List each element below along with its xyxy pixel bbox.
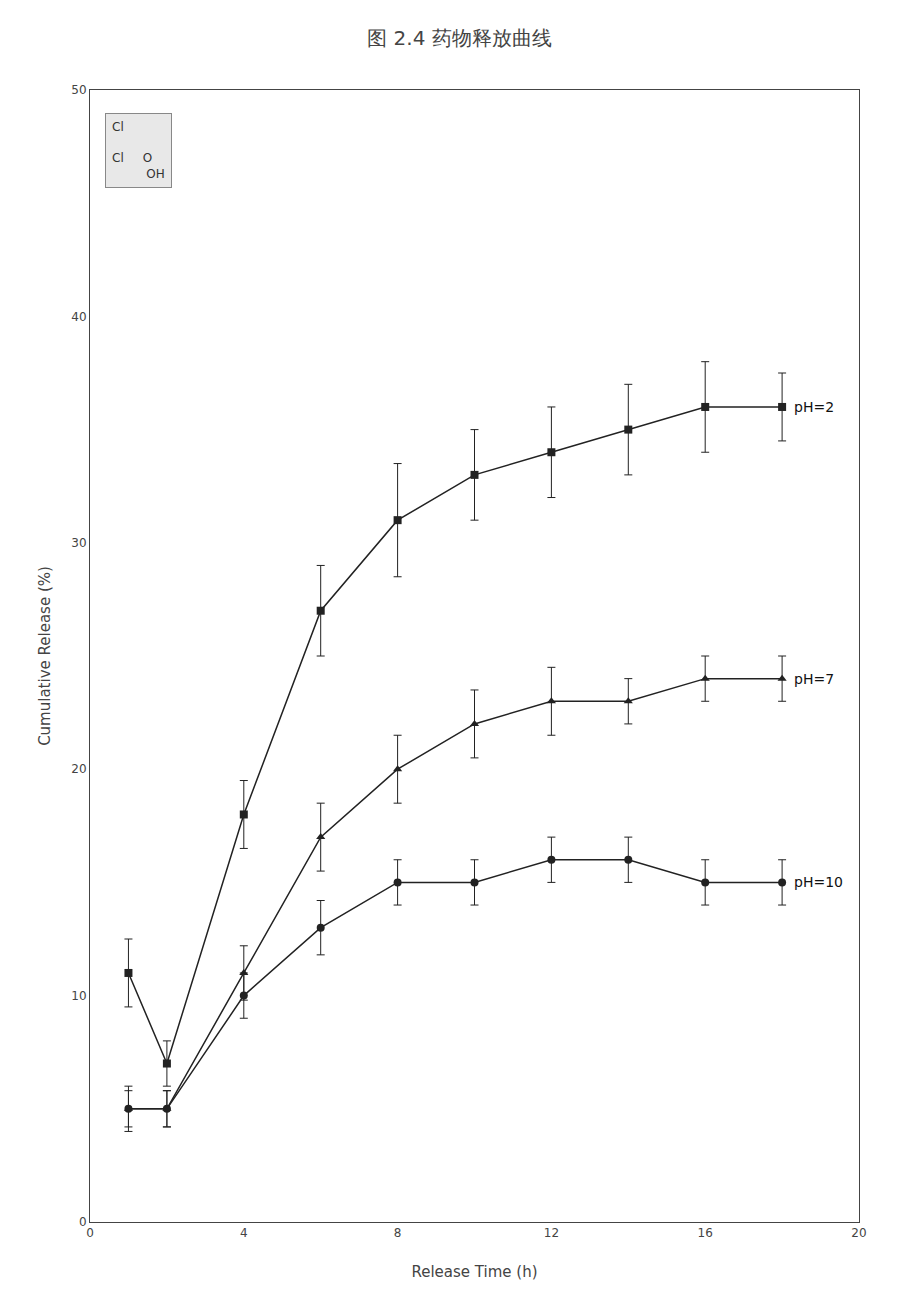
svg-text:pH=7: pH=7	[794, 671, 834, 687]
svg-text:4: 4	[240, 1226, 248, 1240]
svg-text:pH=2: pH=2	[794, 399, 834, 415]
svg-text:Release Time (h): Release Time (h)	[411, 1263, 537, 1281]
svg-text:10: 10	[71, 989, 86, 1003]
svg-text:pH=10: pH=10	[794, 874, 843, 890]
svg-text:50: 50	[71, 83, 86, 97]
svg-text:Cumulative Release (%): Cumulative Release (%)	[36, 566, 54, 746]
svg-text:30: 30	[71, 536, 86, 550]
svg-text:ClCl O OH: ClCl O OH	[112, 120, 165, 181]
svg-text:图 2.4 药物释放曲线: 图 2.4 药物释放曲线	[367, 26, 552, 50]
svg-text:40: 40	[71, 310, 86, 324]
svg-text:8: 8	[394, 1226, 402, 1240]
svg-text:16: 16	[698, 1226, 713, 1240]
svg-text:20: 20	[71, 762, 86, 776]
svg-text:20: 20	[851, 1226, 866, 1240]
svg-text:0: 0	[79, 1215, 87, 1229]
svg-text:0: 0	[86, 1226, 94, 1240]
svg-text:12: 12	[544, 1226, 559, 1240]
